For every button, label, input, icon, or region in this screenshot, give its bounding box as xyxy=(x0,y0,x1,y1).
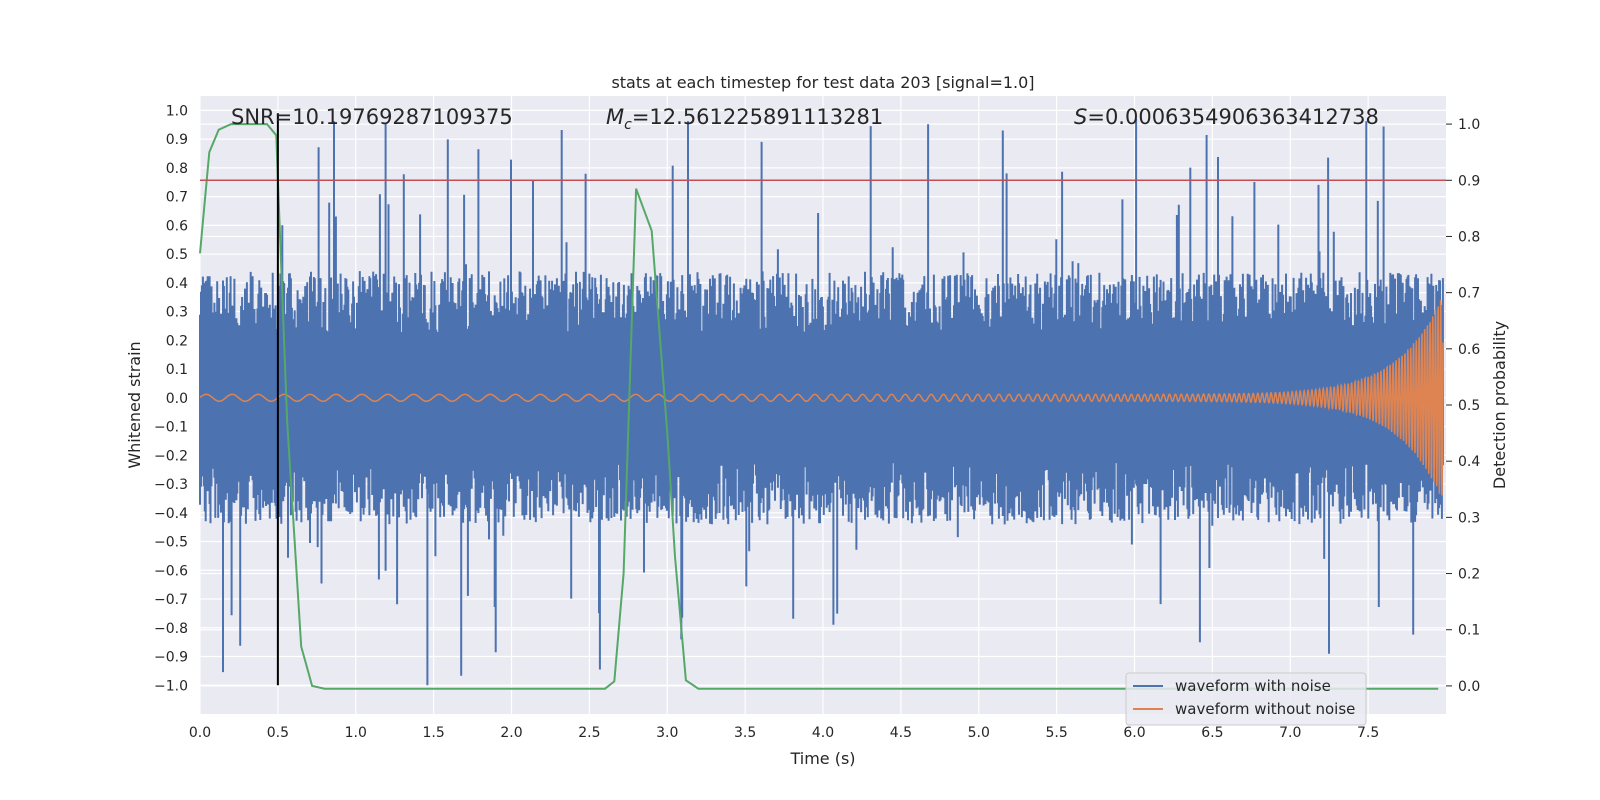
y-tick-label: 0.6 xyxy=(166,218,188,234)
y2-tick-label: 1.0 xyxy=(1458,117,1480,133)
x-tick-label: 5.5 xyxy=(1045,725,1067,741)
legend-label-waveform-without-noise: waveform without noise xyxy=(1175,700,1355,718)
legend-box xyxy=(1125,672,1367,726)
x-tick-label: 7.0 xyxy=(1279,725,1301,741)
s-value: =0.0006354906363412738 xyxy=(1087,105,1379,129)
y-tick-label: −0.9 xyxy=(154,650,188,666)
x-tick-label: 6.5 xyxy=(1201,725,1223,741)
chart-title: stats at each timestep for test data 203… xyxy=(611,73,1034,92)
chirp-mass-subscript: c xyxy=(624,117,632,133)
y-tick-label: −0.1 xyxy=(154,420,188,436)
y-tick-label: 0.5 xyxy=(166,247,188,263)
y-tick-label: 0.0 xyxy=(166,391,188,407)
x-tick-label: 4.5 xyxy=(890,725,912,741)
y2-tick-label: 0.1 xyxy=(1458,623,1480,639)
y-tick-label: 0.2 xyxy=(166,333,188,349)
chirp-mass-symbol: M xyxy=(606,105,624,129)
x-ticks: 0.0 0.5 1.0 1.5 2.0 2.5 3.0 3.5 4.0 4.5 5.0 5.5 6.0 6… xyxy=(189,725,1379,741)
y-tick-label: −0.2 xyxy=(154,448,188,464)
x-tick-label: 2.5 xyxy=(578,725,600,741)
y-tick-label: 0.3 xyxy=(166,305,188,321)
chirp-mass-value: =12.561225891113281 xyxy=(632,105,883,129)
x-tick-label: 0.5 xyxy=(267,725,289,741)
y-tick-label: −0.6 xyxy=(154,563,188,579)
y2-tick-label: 0.2 xyxy=(1458,567,1480,583)
y-tick-label: 0.8 xyxy=(166,161,188,177)
y2-tick-label: 0.6 xyxy=(1458,342,1480,358)
clean-waveform-line xyxy=(199,299,1444,496)
x-tick-label: 4.0 xyxy=(812,725,834,741)
y-tick-label: 1.0 xyxy=(166,103,188,119)
y2-tick-label: 0.8 xyxy=(1458,229,1480,245)
y-tick-label: −0.5 xyxy=(154,535,188,551)
y2-tick-label: 0.7 xyxy=(1458,286,1480,302)
x-tick-label: 7.5 xyxy=(1357,725,1379,741)
chirp-mass-annotation: Mc=12.561225891113281 xyxy=(606,105,883,133)
x-tick-label: 1.0 xyxy=(345,725,367,741)
s-symbol: S xyxy=(1074,105,1087,129)
series-detection-probability xyxy=(199,113,1446,690)
snr-annotation: SNR=10.19769287109375 xyxy=(231,105,513,129)
y2-tick-label: 0.0 xyxy=(1458,679,1480,695)
y-tick-label: 0.4 xyxy=(166,276,188,292)
y-tick-label: −1.0 xyxy=(154,678,188,694)
x-tick-label: 2.0 xyxy=(500,725,522,741)
y2-tick-label: 0.9 xyxy=(1458,173,1480,189)
series-waveform-without-noise xyxy=(199,299,1444,496)
y-axis-label: Whitened strain xyxy=(125,341,144,468)
y-tick-label: 0.1 xyxy=(166,362,188,378)
x-tick-label: 6.0 xyxy=(1123,725,1145,741)
s-annotation: S=0.0006354906363412738 xyxy=(1074,105,1379,129)
y-tick-label: 0.7 xyxy=(166,190,188,206)
x-axis-label: Time (s) xyxy=(789,749,855,768)
legend-label-waveform-with-noise: waveform with noise xyxy=(1175,677,1331,695)
x-tick-label: 1.5 xyxy=(422,725,444,741)
y2-axis-label: Detection probability xyxy=(1490,321,1509,489)
y-tick-label: −0.7 xyxy=(154,592,188,608)
x-tick-label: 5.0 xyxy=(968,725,990,741)
y2-tick-label: 0.3 xyxy=(1458,510,1480,526)
detection-probability-line xyxy=(199,123,1439,690)
x-tick-label: 0.0 xyxy=(189,725,211,741)
legend: waveform with noise waveform without noi… xyxy=(1125,672,1367,726)
y-tick-label: −0.8 xyxy=(154,621,188,637)
x-tick-label: 3.5 xyxy=(734,725,756,741)
y2-ticks: 1.0 0.9 0.8 0.7 0.6 0.5 0.4 0.3 0.2 0.1 0.0 xyxy=(1446,117,1480,695)
y2-tick-label: 0.5 xyxy=(1458,398,1480,414)
y-tick-label: −0.4 xyxy=(154,506,188,522)
y2-tick-label: 0.4 xyxy=(1458,454,1480,470)
x-tick-label: 3.0 xyxy=(656,725,678,741)
y-ticks: 1.0 0.9 0.8 0.7 0.6 0.5 0.4 0.3 0.2 0.1 0.0 −0.1 −0.… xyxy=(154,103,188,694)
y-tick-label: −0.3 xyxy=(154,477,188,493)
y-tick-label: 0.9 xyxy=(166,132,188,148)
